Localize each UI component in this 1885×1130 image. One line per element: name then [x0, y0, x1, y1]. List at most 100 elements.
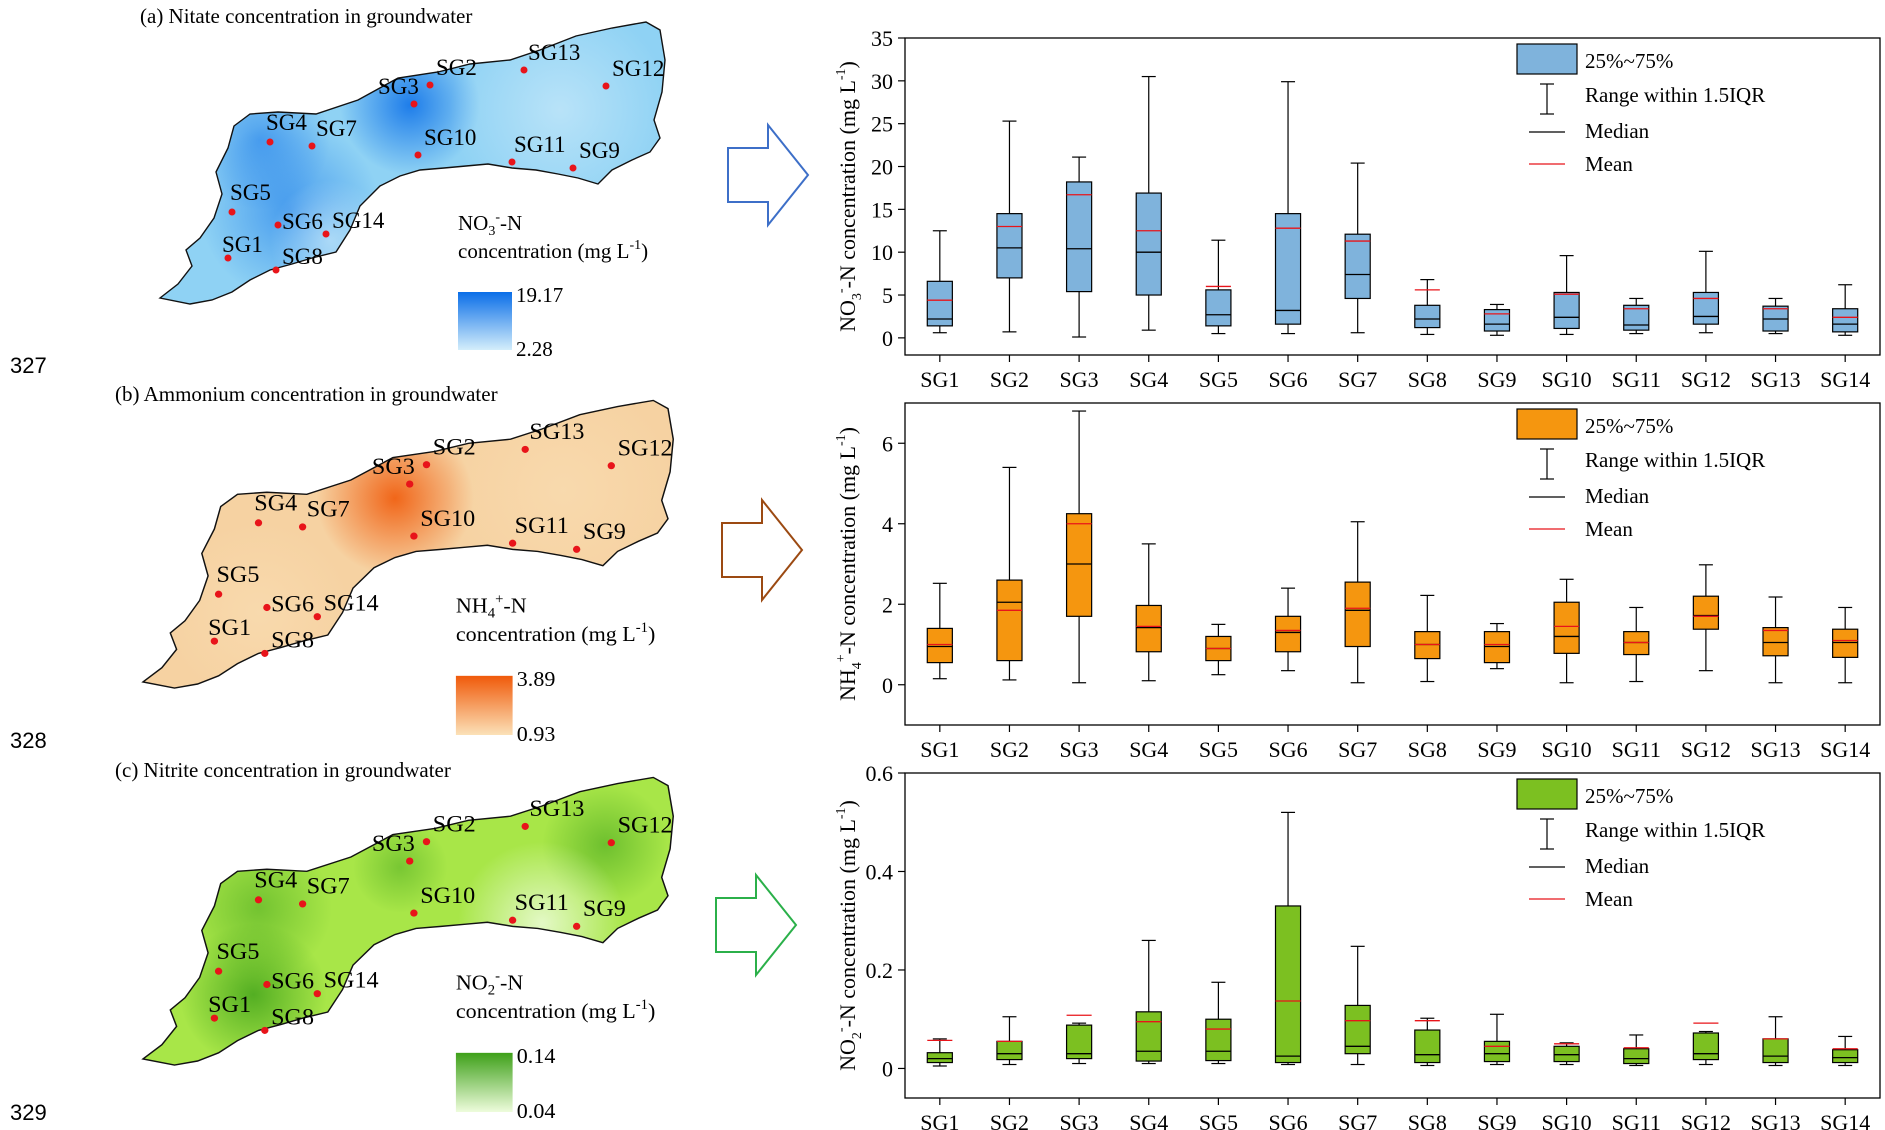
y-tick-label: 35 [871, 26, 893, 51]
site-marker [508, 158, 516, 166]
iqr-box [1832, 308, 1859, 333]
box-sg3 [1065, 156, 1093, 338]
legend-range-label: Range within 1.5IQR [1585, 818, 1765, 842]
line-number: 327 [10, 353, 47, 378]
site-label: SG9 [579, 138, 620, 163]
iqr-box [1414, 1029, 1441, 1064]
site-label: SG3 [372, 831, 415, 857]
iqr-box [1344, 233, 1371, 300]
box-sg14 [1832, 1035, 1859, 1067]
site-marker [263, 603, 271, 612]
legend-median-label: Median [1585, 484, 1650, 508]
legend-min-value: 0.04 [517, 1099, 556, 1123]
x-tick-label: SG1 [920, 737, 959, 762]
y-axis-label: NO2--N concentration (mg L-1) [834, 800, 865, 1071]
box-sg5 [1205, 239, 1232, 335]
site-marker [410, 909, 418, 917]
box-sg8 [1414, 1017, 1441, 1067]
site-marker [607, 839, 615, 847]
site-label: SG12 [618, 436, 673, 462]
site-marker [607, 462, 615, 470]
box-sg11 [1623, 1034, 1650, 1067]
boxplot-legend: 25%~75% Range within 1.5IQR Median Mean [1516, 43, 1765, 176]
x-tick-label: SG14 [1820, 367, 1870, 392]
iqr-box [926, 1052, 953, 1064]
legend-box-label: 25%~75% [1585, 784, 1673, 808]
iqr-box [1065, 513, 1093, 617]
site-marker [214, 590, 223, 598]
iqr-box [1623, 1048, 1650, 1065]
box-sg7 [1344, 162, 1371, 334]
iqr-box [996, 1040, 1023, 1061]
x-tick-label: SG11 [1612, 367, 1661, 392]
box-sg12 [1692, 1022, 1720, 1066]
site-marker [210, 1014, 219, 1022]
legend-species: NH4+-N [456, 592, 527, 622]
x-tick-label: SG10 [1542, 1110, 1592, 1130]
iqr-box [1135, 1011, 1162, 1062]
iqr-box [1205, 1018, 1232, 1062]
box-sg2 [996, 120, 1023, 333]
y-tick-label: 4 [882, 512, 893, 537]
site-marker [602, 82, 610, 90]
site-marker [224, 254, 232, 262]
legend-max-value: 3.89 [517, 667, 556, 691]
x-tick-label: SG4 [1129, 737, 1168, 762]
box-sg13 [1762, 297, 1789, 335]
map-outline [141, 399, 674, 689]
site-marker [572, 545, 581, 553]
legend-median-label: Median [1585, 854, 1650, 878]
box-sg12 [1692, 564, 1720, 672]
x-tick-label: SG4 [1129, 367, 1168, 392]
x-tick-label: SG4 [1129, 1110, 1168, 1130]
x-tick-label: SG7 [1338, 1110, 1377, 1130]
site-label: SG14 [332, 208, 385, 233]
box-sg4 [1135, 939, 1162, 1065]
y-tick-label: 20 [871, 155, 893, 180]
site-label: SG6 [271, 969, 314, 995]
box-sg9 [1483, 303, 1511, 336]
x-tick-label: SG8 [1408, 737, 1447, 762]
site-marker [261, 1026, 269, 1034]
site-label: SG9 [583, 519, 626, 545]
boxplot-legend: 25%~75% Range within 1.5IQR Median Mean [1516, 778, 1765, 911]
iqr-box [1832, 628, 1859, 658]
x-tick-label: SG7 [1338, 367, 1377, 392]
site-label: SG2 [436, 55, 477, 80]
site-marker [406, 480, 414, 488]
site-marker [210, 637, 219, 645]
site-marker [274, 221, 282, 229]
site-marker [508, 539, 517, 547]
box-sg10 [1553, 255, 1580, 336]
box-sg13 [1762, 596, 1789, 684]
y-tick-label: 10 [871, 240, 893, 265]
box-sg5 [1205, 623, 1232, 676]
plot-frame [904, 37, 1881, 356]
site-marker [410, 100, 418, 108]
legend-min-value: 2.28 [516, 337, 553, 361]
x-tick-label: SG10 [1542, 737, 1592, 762]
site-label: SG6 [271, 592, 314, 618]
site-label: SG11 [515, 513, 569, 539]
y-tick-label: 15 [871, 197, 893, 222]
x-tick-label: SG14 [1820, 1110, 1870, 1130]
concentration-hotspot [450, 22, 665, 220]
iqr-box [1065, 181, 1093, 293]
iqr-box [1553, 1045, 1580, 1063]
x-tick-label: SG8 [1408, 367, 1447, 392]
iqr-box [1692, 595, 1720, 630]
box-sg8 [1414, 594, 1441, 683]
iqr-box [996, 579, 1023, 662]
x-tick-label: SG12 [1681, 1110, 1731, 1130]
site-label: SG7 [316, 116, 357, 141]
concentration-hotspot [352, 821, 448, 914]
site-marker [322, 230, 330, 238]
box-sg14 [1832, 606, 1859, 684]
legend-box-swatch [1516, 778, 1578, 810]
iqr-box [1274, 615, 1302, 653]
site-marker [313, 990, 321, 998]
legend-units: concentration (mg L-1) [458, 238, 648, 263]
